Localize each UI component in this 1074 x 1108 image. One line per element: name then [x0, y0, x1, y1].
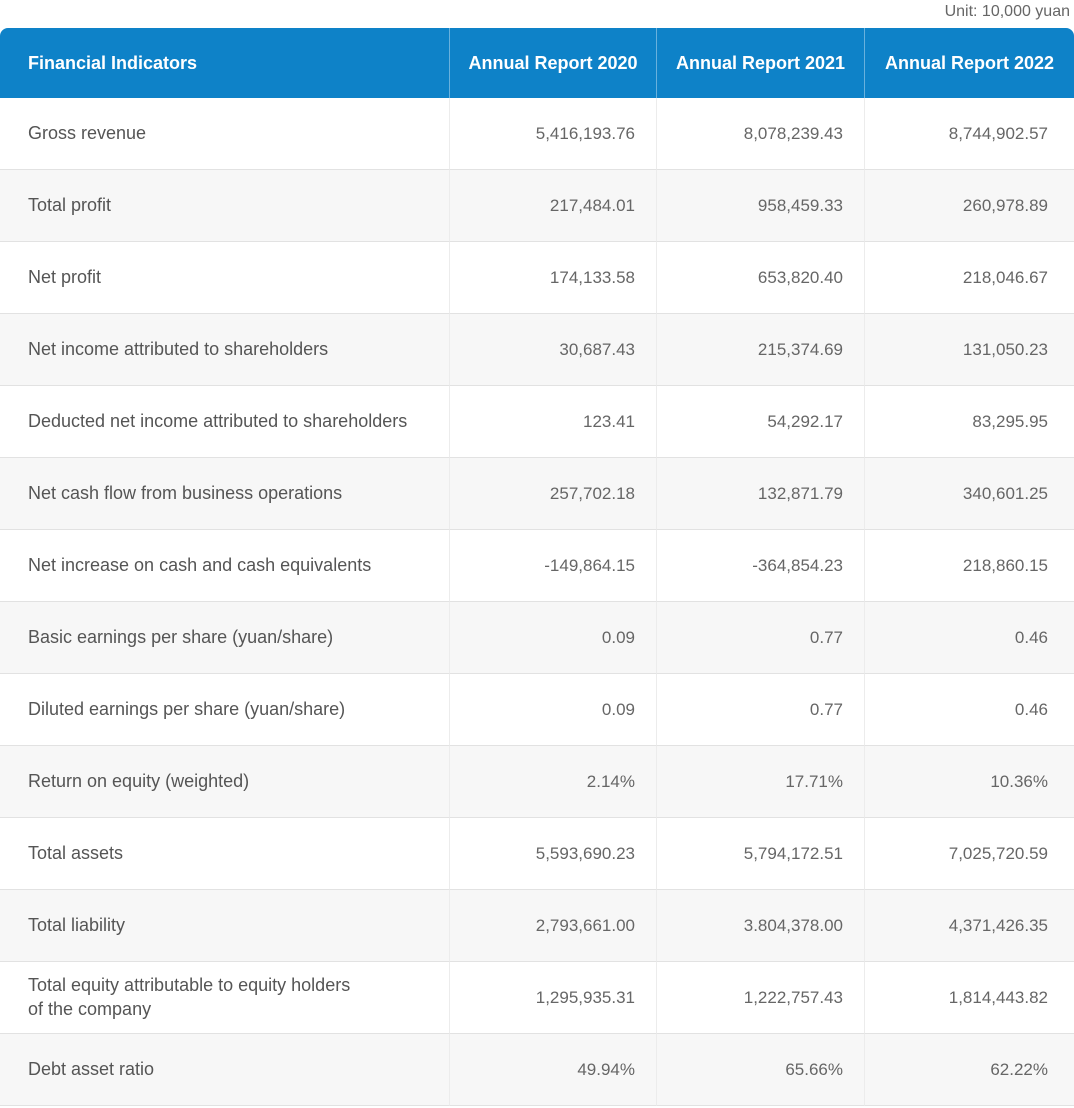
indicator-value: 49.94% — [449, 1034, 656, 1106]
table-row: Net increase on cash and cash equivalent… — [0, 530, 1074, 602]
table-header-row: Financial Indicators Annual Report 2020 … — [0, 28, 1074, 98]
indicator-label: Return on equity (weighted) — [0, 746, 449, 818]
indicator-value: 10.36% — [864, 746, 1074, 818]
indicator-value: 260,978.89 — [864, 170, 1074, 242]
table-row: Total equity attributable to equity hold… — [0, 962, 1074, 1034]
indicator-value: 131,050.23 — [864, 314, 1074, 386]
table-row: Gross revenue 5,416,193.76 8,078,239.43 8,7… — [0, 98, 1074, 170]
indicator-value: 62.22% — [864, 1034, 1074, 1106]
indicator-label: Deducted net income attributed to shareh… — [0, 386, 449, 458]
indicator-value: 0.77 — [656, 674, 864, 746]
indicator-value: 1,814,443.82 — [864, 962, 1074, 1034]
indicator-label: Debt asset ratio — [0, 1034, 449, 1106]
indicator-value: 123.41 — [449, 386, 656, 458]
indicator-label: Total assets — [0, 818, 449, 890]
table-row: Debt asset ratio 49.94% 65.66% 62.22% — [0, 1034, 1074, 1106]
indicator-value: 8,078,239.43 — [656, 98, 864, 170]
indicator-label: Net cash flow from business operations — [0, 458, 449, 530]
indicator-value: 4,371,426.35 — [864, 890, 1074, 962]
indicator-value: -149,864.15 — [449, 530, 656, 602]
column-header-annual-report-2021: Annual Report 2021 — [656, 28, 864, 98]
table-row: Net income attributed to shareholders 30,… — [0, 314, 1074, 386]
indicator-value: 0.09 — [449, 674, 656, 746]
indicator-value: 30,687.43 — [449, 314, 656, 386]
indicator-label: Total equity attributable to equity hold… — [0, 962, 449, 1034]
table-row: Net profit 174,133.58 653,820.40 218,046.67 — [0, 242, 1074, 314]
table-row: Total liability 2,793,661.00 3.804,378.00 4… — [0, 890, 1074, 962]
table-row: Basic earnings per share (yuan/share) 0.0… — [0, 602, 1074, 674]
indicator-value: 0.09 — [449, 602, 656, 674]
indicator-value: -364,854.23 — [656, 530, 864, 602]
table-row: Total profit 217,484.01 958,459.33 260,978.… — [0, 170, 1074, 242]
indicator-value: 5,794,172.51 — [656, 818, 864, 890]
indicator-value: 218,046.67 — [864, 242, 1074, 314]
indicator-value: 958,459.33 — [656, 170, 864, 242]
indicator-value: 0.77 — [656, 602, 864, 674]
indicator-value: 5,416,193.76 — [449, 98, 656, 170]
indicator-value: 174,133.58 — [449, 242, 656, 314]
indicator-value: 1,222,757.43 — [656, 962, 864, 1034]
indicator-value: 7,025,720.59 — [864, 818, 1074, 890]
indicator-value: 5,593,690.23 — [449, 818, 656, 890]
indicator-value: 0.46 — [864, 674, 1074, 746]
indicator-label: Diluted earnings per share (yuan/share) — [0, 674, 449, 746]
indicator-label: Basic earnings per share (yuan/share) — [0, 602, 449, 674]
indicator-value: 17.71% — [656, 746, 864, 818]
indicator-label: Total profit — [0, 170, 449, 242]
indicator-label: Net income attributed to shareholders — [0, 314, 449, 386]
table-row: Return on equity (weighted) 2.14% 17.71% 10… — [0, 746, 1074, 818]
table-row: Net cash flow from business operations 25… — [0, 458, 1074, 530]
indicator-value: 83,295.95 — [864, 386, 1074, 458]
table-row: Total assets 5,593,690.23 5,794,172.51 7,02… — [0, 818, 1074, 890]
financial-indicators-table: Financial Indicators Annual Report 2020 … — [0, 28, 1074, 1106]
indicator-label: Gross revenue — [0, 98, 449, 170]
indicator-value: 257,702.18 — [449, 458, 656, 530]
indicator-value: 218,860.15 — [864, 530, 1074, 602]
indicator-value: 3.804,378.00 — [656, 890, 864, 962]
indicator-value: 0.46 — [864, 602, 1074, 674]
table-row: Deducted net income attributed to shareh… — [0, 386, 1074, 458]
indicator-value: 65.66% — [656, 1034, 864, 1106]
indicator-label: Net profit — [0, 242, 449, 314]
column-header-annual-report-2020: Annual Report 2020 — [449, 28, 656, 98]
indicator-value: 340,601.25 — [864, 458, 1074, 530]
column-header-annual-report-2022: Annual Report 2022 — [864, 28, 1074, 98]
unit-label: Unit: 10,000 yuan — [944, 3, 1070, 20]
indicator-value: 1,295,935.31 — [449, 962, 656, 1034]
indicator-value: 2,793,661.00 — [449, 890, 656, 962]
indicator-value: 653,820.40 — [656, 242, 864, 314]
indicator-value: 132,871.79 — [656, 458, 864, 530]
indicator-value: 217,484.01 — [449, 170, 656, 242]
indicator-value: 215,374.69 — [656, 314, 864, 386]
indicator-value: 8,744,902.57 — [864, 98, 1074, 170]
column-header-financial-indicators: Financial Indicators — [0, 28, 449, 98]
indicator-value: 2.14% — [449, 746, 656, 818]
table-row: Diluted earnings per share (yuan/share) 0… — [0, 674, 1074, 746]
indicator-value: 54,292.17 — [656, 386, 864, 458]
indicator-label: Net increase on cash and cash equivalent… — [0, 530, 449, 602]
indicator-label: Total liability — [0, 890, 449, 962]
